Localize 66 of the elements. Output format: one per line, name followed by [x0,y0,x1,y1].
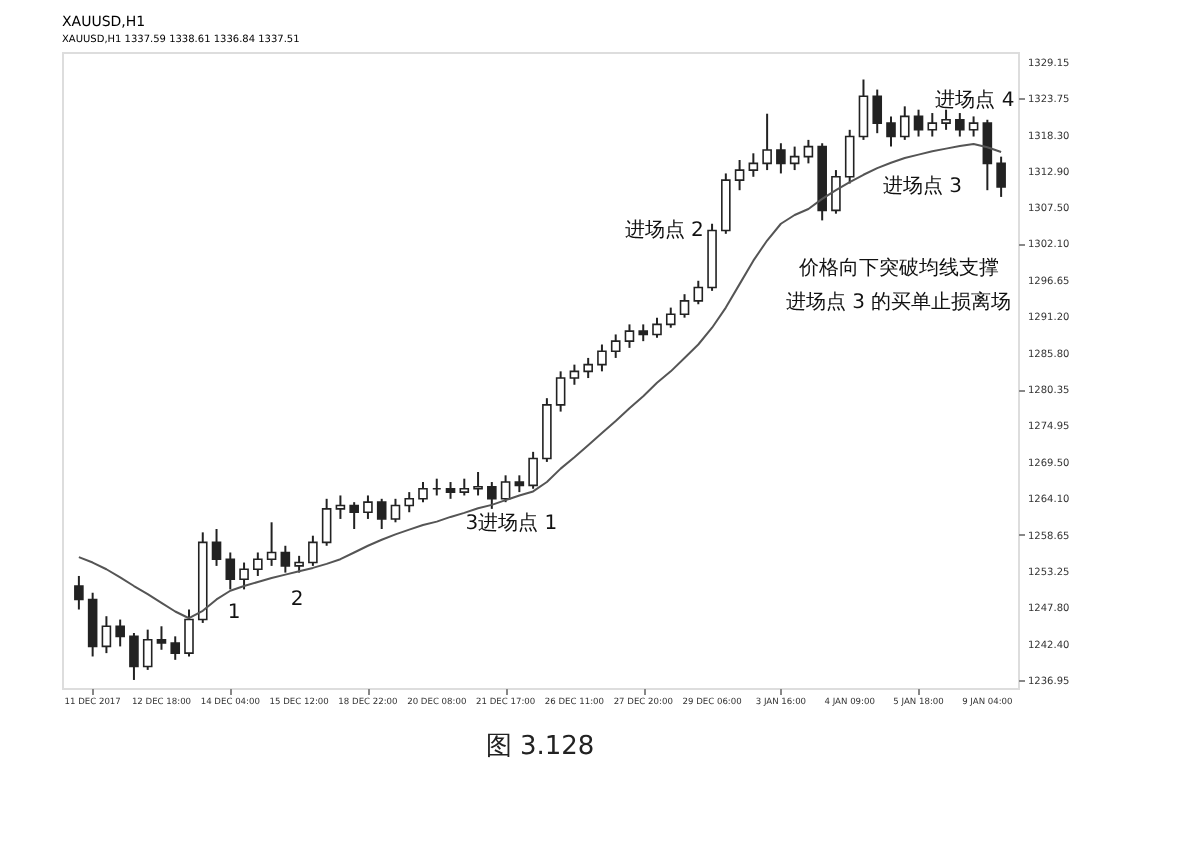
annotation: 进场点 2 [624,218,704,243]
candlestick [321,497,332,547]
candlestick [473,470,483,497]
candlestick [115,618,125,648]
candlestick [253,551,263,577]
candlestick [170,635,181,661]
candlestick [665,306,676,329]
candlestick [693,279,704,306]
candlestick [913,108,924,138]
candlestick [555,370,566,413]
candlestick [652,316,662,339]
candlestick [899,105,910,141]
candlestick [776,142,786,175]
candlestick [308,534,318,567]
candlestick [886,115,896,148]
candlestick [844,128,855,185]
candlestick [679,293,690,319]
candlestick [239,561,249,591]
candlestick [872,88,883,135]
candlestick [569,363,580,386]
candlestick [624,323,635,349]
caption: 图 3.128 [485,732,595,762]
candlestick [968,115,979,138]
candlestick [500,474,511,504]
annotation: 1 [227,601,241,624]
candlestick [211,528,222,567]
candlestick [280,544,291,574]
candlestick [129,631,139,681]
candlestick [748,152,759,178]
candlestick [376,497,387,530]
annotation: 进场点 3 的买单止损离场 [785,289,1012,314]
candlestick [335,494,346,520]
candlestick [349,501,359,530]
candlestick [982,118,993,192]
candlestick [610,333,621,359]
candlestick [156,625,167,651]
candlestick [225,551,236,591]
candlestick [487,481,497,510]
candlestick [927,112,938,138]
candlestick [803,138,814,165]
candlestick [404,491,415,514]
candlestick [184,608,194,658]
candlestick [734,159,745,192]
candlestick [789,145,800,172]
annotation: 价格向下突破均线支撑 [796,256,999,281]
candlestick [955,112,965,138]
candlestick [528,450,538,490]
candlestick [74,574,84,611]
candlestick [831,169,841,215]
candlestick [101,615,112,655]
candlestick [363,494,373,520]
candlestick [858,78,869,141]
candlestick [87,591,98,658]
candlestick [941,108,951,131]
candlestick [266,521,277,567]
candlestick [996,155,1006,198]
annotation: 进场点 4 [935,88,1015,113]
candlestick [762,112,772,172]
annotation: 进场点 3 [882,173,962,198]
candlestick [597,343,607,373]
candlestick [583,356,593,380]
candlestick [390,497,401,524]
candlestick [142,628,153,671]
annotation: 2 [290,588,304,611]
annotation: 3进场点 1 [465,510,558,535]
candlestick [418,481,428,504]
